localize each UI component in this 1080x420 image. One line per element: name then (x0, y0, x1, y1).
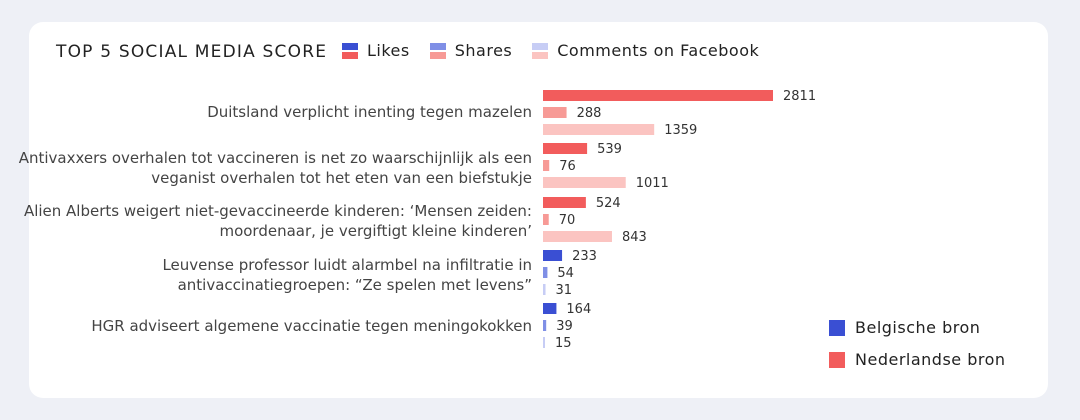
legend-item-belgian: Belgische bron (829, 318, 1006, 337)
legend-label-dutch: Nederlandse bron (855, 350, 1006, 369)
category-label: Antivaxxers overhalen tot vaccineren is … (18, 149, 532, 187)
bar-value-label: 70 (559, 213, 576, 228)
bar-comments (543, 284, 546, 295)
swatch-be-shares (429, 42, 446, 50)
bar-comments (543, 231, 612, 242)
bar-likes (543, 250, 563, 261)
bar-value-label: 1011 (636, 176, 669, 191)
bar-value-label: 1359 (664, 123, 697, 138)
bar-shares (543, 214, 549, 225)
bar-value-label: 524 (596, 196, 621, 211)
bar-shares (543, 160, 550, 171)
bar-value-label: 233 (572, 249, 597, 264)
legend-label-belgian: Belgische bron (855, 318, 981, 337)
swatch-be-likes (342, 42, 358, 50)
swatch-nl-likes (342, 51, 358, 59)
chart-card (29, 22, 1048, 398)
bar-value-label: 54 (557, 266, 574, 281)
bar-comments (543, 337, 545, 348)
chart-title: TOP 5 SOCIAL MEDIA SCORE (56, 42, 328, 62)
legend-label-comments: Comments on Facebook (557, 41, 760, 60)
bar-value-label: 164 (566, 302, 591, 317)
legend-item-comments: Comments on Facebook (532, 41, 759, 60)
bar-comments (543, 177, 626, 188)
bar-value-label: 843 (622, 230, 647, 245)
bar-value-label: 2811 (783, 89, 816, 104)
legend-swatch-belgian (829, 319, 845, 336)
category-label: HGR adviseert algemene vaccinatie tegen … (91, 317, 532, 335)
bar-value-label: 539 (597, 142, 622, 157)
swatch-nl-comments (532, 51, 549, 59)
metric-legend: Likes Shares Comments on Facebook (342, 41, 759, 60)
bar-value-label: 31 (556, 283, 573, 298)
swatch-nl-shares (429, 51, 446, 59)
bar-value-label: 76 (559, 159, 576, 174)
legend-swatch-shares (429, 42, 446, 59)
bar-comments (543, 124, 655, 135)
legend-item-shares: Shares (429, 41, 513, 60)
category-label: Leuvense professor luidt alarmbel na inf… (162, 256, 532, 294)
source-legend: Belgische bron Nederlandse bron (829, 318, 1006, 382)
bar-likes (543, 143, 588, 154)
category-label: Alien Alberts weigert niet-gevaccineerde… (23, 202, 532, 240)
legend-item-likes: Likes (342, 41, 410, 60)
legend-swatch-dutch (829, 351, 845, 368)
bar-shares (543, 107, 567, 118)
bar-likes (543, 303, 557, 314)
bar-likes (543, 90, 773, 101)
legend-label-likes: Likes (367, 41, 410, 60)
legend-swatch-likes (342, 42, 358, 59)
legend-swatch-comments (532, 42, 549, 59)
legend-item-dutch: Nederlandse bron (829, 350, 1006, 369)
bar-value-label: 39 (556, 319, 573, 334)
bar-shares (543, 267, 548, 278)
swatch-be-comments (532, 42, 549, 50)
bar-value-label: 288 (577, 106, 602, 121)
bar-shares (543, 320, 547, 331)
bar-likes (543, 197, 586, 208)
bar-value-label: 15 (555, 336, 572, 351)
category-label: Duitsland verplicht inenting tegen mazel… (207, 103, 532, 121)
legend-label-shares: Shares (454, 41, 513, 60)
